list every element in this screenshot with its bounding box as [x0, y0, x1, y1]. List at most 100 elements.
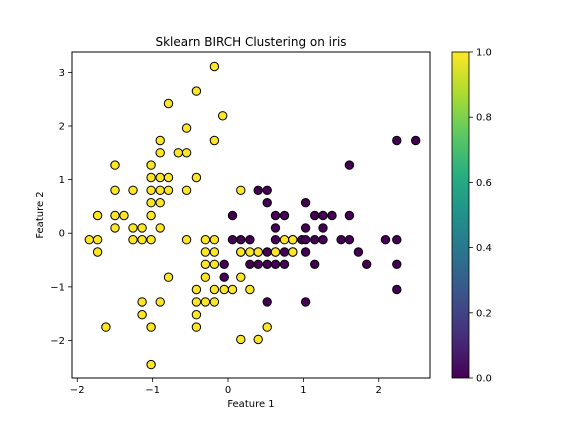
- scatter-point-cluster-1: [163, 185, 174, 196]
- colorbar-tick-label: 0.4: [476, 243, 492, 254]
- scatter-point-cluster-1: [146, 210, 156, 221]
- scatter-point-cluster-0: [392, 235, 402, 245]
- scatter-point-cluster-1: [110, 185, 120, 196]
- scatter-point-cluster-0: [310, 259, 320, 269]
- scatter-point-cluster-0: [245, 235, 255, 245]
- scatter-point-cluster-1: [253, 334, 263, 345]
- scatter-point-cluster-1: [191, 172, 202, 183]
- scatter-point-cluster-0: [411, 135, 421, 146]
- scatter-point-cluster-0: [279, 210, 290, 221]
- scatter-point-cluster-1: [146, 322, 156, 332]
- colorbar: 0.0 0.2 0.4 0.6 0.8 1.0: [451, 48, 492, 385]
- scatter-point-cluster-1: [181, 235, 192, 245]
- scatter-point-cluster-1: [110, 223, 120, 233]
- scatter-point-cluster-0: [262, 198, 272, 208]
- scatter-point-cluster-1: [191, 310, 202, 320]
- scatter-point-cluster-0: [227, 210, 238, 221]
- scatter-point-cluster-1: [128, 223, 138, 233]
- scatter-point-cluster-0: [227, 235, 238, 245]
- scatter-point-cluster-1: [279, 235, 290, 245]
- scatter-point-cluster-1: [146, 185, 156, 196]
- scatter-point-cluster-0: [262, 259, 272, 269]
- y-tick-label: −2: [50, 336, 65, 347]
- scatter-point-cluster-0: [318, 235, 328, 245]
- scatter-point-cluster-0: [310, 235, 320, 245]
- y-tick-label: 3: [59, 68, 65, 79]
- scatter-point-cluster-1: [288, 235, 298, 245]
- scatter-point-cluster-1: [200, 259, 211, 269]
- y-axis-label: Feature 2: [35, 191, 46, 238]
- scatter-point-cluster-0: [219, 259, 229, 269]
- scatter-point-cluster-0: [270, 235, 281, 245]
- scatter-point-cluster-0: [270, 259, 281, 269]
- scatter-point-cluster-0: [236, 235, 246, 245]
- scatter-point-cluster-0: [318, 223, 328, 233]
- scatter-point-cluster-1: [262, 322, 272, 332]
- x-tick-label: 1: [300, 385, 306, 396]
- scatter-point-cluster-1: [209, 297, 220, 307]
- x-tick-label: −1: [145, 385, 160, 396]
- scatter-point-cluster-1: [163, 98, 174, 109]
- scatter-point-cluster-1: [101, 322, 111, 332]
- scatter-point-cluster-1: [128, 185, 138, 196]
- colorbar-tick-label: 0.0: [476, 374, 492, 385]
- scatter-point-cluster-1: [236, 185, 246, 196]
- scatter-point-cluster-1: [155, 223, 165, 233]
- scatter-point-cluster-0: [392, 259, 402, 269]
- scatter-point-cluster-0: [253, 259, 263, 269]
- scatter-point-cluster-0: [392, 135, 402, 146]
- scatter-point-cluster-0: [253, 185, 263, 196]
- scatter-point-cluster-1: [181, 123, 192, 133]
- scatter-point-cluster-1: [155, 185, 165, 196]
- scatter-point-cluster-1: [181, 185, 192, 196]
- plot-frame: [71, 51, 431, 379]
- scatter-point-cluster-1: [270, 247, 281, 257]
- scatter-point-cluster-1: [191, 284, 202, 295]
- scatter-point-cluster-1: [137, 297, 147, 307]
- y-tick-label: 2: [59, 121, 65, 132]
- scatter-point-cluster-0: [245, 259, 255, 269]
- scatter-point-cluster-1: [110, 160, 120, 170]
- scatter-point-cluster-1: [128, 235, 138, 245]
- scatter-point-cluster-1: [110, 210, 120, 221]
- scatter-point-cluster-0: [344, 235, 355, 245]
- y-tick-label: 0: [59, 229, 65, 240]
- scatter-point-cluster-1: [209, 284, 220, 295]
- x-axis-label: Feature 1: [227, 399, 274, 410]
- scatter-point-cluster-1: [137, 310, 147, 320]
- scatter-point-cluster-1: [200, 235, 211, 245]
- scatter-point-cluster-1: [209, 235, 220, 245]
- scatter-point-cluster-1: [146, 235, 156, 245]
- scatter-point-cluster-1: [227, 284, 238, 295]
- scatter-point-cluster-1: [209, 247, 220, 257]
- chart-title: Sklearn BIRCH Clustering on iris: [155, 35, 346, 49]
- colorbar-ticks: 0.0 0.2 0.4 0.6 0.8 1.0: [469, 48, 492, 385]
- scatter-point-cluster-1: [163, 172, 174, 183]
- plot-area: [84, 61, 421, 370]
- scatter-point-cluster-1: [219, 284, 229, 295]
- scatter-point-cluster-1: [146, 160, 156, 170]
- scatter-point-cluster-1: [191, 297, 202, 307]
- y-axis: −2 −1 0 1 2 3: [50, 68, 72, 347]
- scatter-point-cluster-1: [119, 210, 129, 221]
- scatter-point-cluster-0: [380, 235, 391, 245]
- scatter-point-cluster-0: [353, 247, 364, 257]
- scatter-point-cluster-1: [209, 61, 220, 72]
- scatter-point-cluster-1: [155, 198, 165, 208]
- x-tick-label: 2: [376, 385, 382, 396]
- y-tick-label: −1: [50, 282, 65, 293]
- scatter-point-cluster-0: [262, 297, 272, 307]
- scatter-point-cluster-0: [219, 272, 229, 282]
- scatter-point-cluster-0: [392, 284, 402, 295]
- colorbar-tick-label: 1.0: [476, 48, 492, 59]
- scatter-point-cluster-1: [288, 247, 298, 257]
- scatter-point-cluster-1: [92, 247, 103, 257]
- scatter-point-cluster-1: [200, 297, 211, 307]
- scatter-point-cluster-0: [300, 297, 311, 307]
- scatter-point-cluster-0: [270, 210, 281, 221]
- x-tick-label: −2: [70, 385, 85, 396]
- scatter-point-cluster-1: [137, 235, 147, 245]
- scatter-point-cluster-1: [155, 297, 165, 307]
- scatter-point-cluster-1: [146, 198, 156, 208]
